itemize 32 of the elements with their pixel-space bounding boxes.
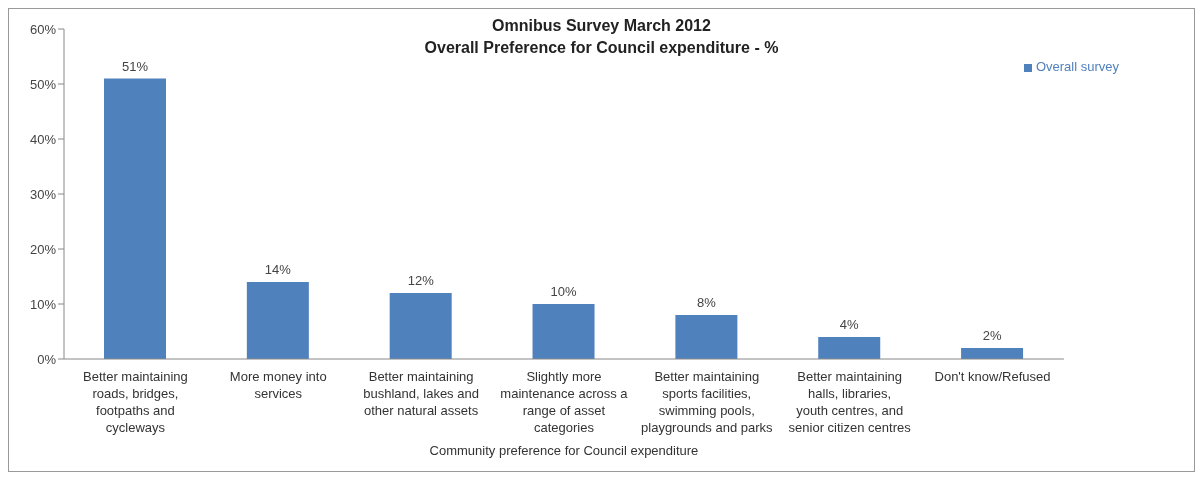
data-label: 14% [264,262,292,277]
bar [104,78,166,359]
bar [961,348,1024,359]
data-label: 12% [407,273,435,288]
y-tick-label: 60% [29,21,57,37]
bar [532,304,595,359]
bar [389,293,452,359]
x-tick-label: Slightly more maintenance across a range of asset categories [500,369,629,435]
y-tick-label: 50% [29,76,57,92]
x-axis-title: Community preference for Council expenditure [429,443,699,458]
text: Overall Preference for Council expenditure - % [423,38,780,58]
bar [818,337,881,359]
chart-title: Omnibus Survey March 2012 [492,17,711,34]
x-tick-label: Better maintaining sports facilities, swimming pools, playgrounds and parks [641,369,774,435]
data-label: 2% [982,328,1002,343]
y-tick-label: 30% [29,186,57,202]
y-tick-label: 10% [29,296,57,312]
y-tick-label: 0% [37,351,57,367]
y-tick-label: 40% [29,131,57,147]
x-tick-label: Better maintaining bushland, lakes and other natural assets [363,369,479,418]
x-tick-label: Better maintaining halls, libraries, youth centres, and senior citizen centres [788,369,912,435]
data-label: 10% [550,284,577,299]
bar [675,315,738,359]
x-tick-label: More money into services [229,369,327,401]
data-label: 51% [121,58,149,74]
y-tick-label: 20% [29,241,57,257]
x-tick-label: Don't know/Refused [934,369,1051,384]
bar [246,282,309,359]
legend-label: Overall survey [1035,59,1119,74]
data-label: 4% [839,317,860,332]
data-label: 8% [696,295,717,310]
x-tick-label: Better maintaining roads, bridges, footpaths and cycleways [83,369,188,435]
